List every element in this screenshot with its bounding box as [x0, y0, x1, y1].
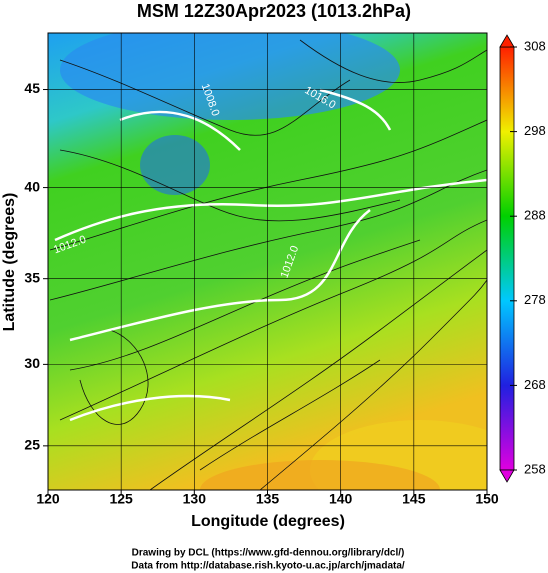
x-tick-label: 130 [183, 491, 207, 507]
colorbar-tick-label: 298 [524, 123, 546, 138]
colorbar-tick-label: 258 [524, 461, 546, 476]
chart-title: MSM 12Z30Apr2023 (1013.2hPa) [137, 1, 411, 21]
credit: Data from http://database.rish.kyoto-u.a… [131, 561, 405, 572]
credit: Drawing by DCL (https://www.gfd-dennou.o… [132, 548, 405, 559]
x-tick-label: 125 [109, 491, 133, 507]
x-axis-label: Longitude (degrees) [191, 513, 345, 530]
x-tick-label: 150 [475, 491, 499, 507]
y-tick-label: 25 [24, 437, 40, 453]
x-tick-label: 135 [256, 491, 280, 507]
isobars [54, 88, 487, 422]
colorbar-tick-label: 278 [524, 292, 546, 307]
colorbar-extend-top [499, 34, 515, 48]
x-tick-label: 140 [329, 491, 353, 507]
colorbar-tick-label: 288 [524, 208, 546, 223]
x-tick-label: 145 [402, 491, 426, 507]
streamlines [49, 39, 487, 490]
y-tick-label: 45 [24, 80, 40, 96]
y-tick-label: 40 [24, 178, 40, 194]
colorbar-tick-label: 308 [524, 38, 546, 53]
colorbar-extend-bottom [499, 469, 515, 483]
colorbar-tick-label: 268 [524, 377, 546, 392]
y-tick-label: 35 [24, 269, 40, 285]
y-tick-label: 30 [24, 355, 40, 371]
x-tick-label: 120 [36, 491, 60, 507]
colorbar [499, 46, 515, 471]
y-axis-label: Latitude (degrees) [1, 193, 18, 332]
